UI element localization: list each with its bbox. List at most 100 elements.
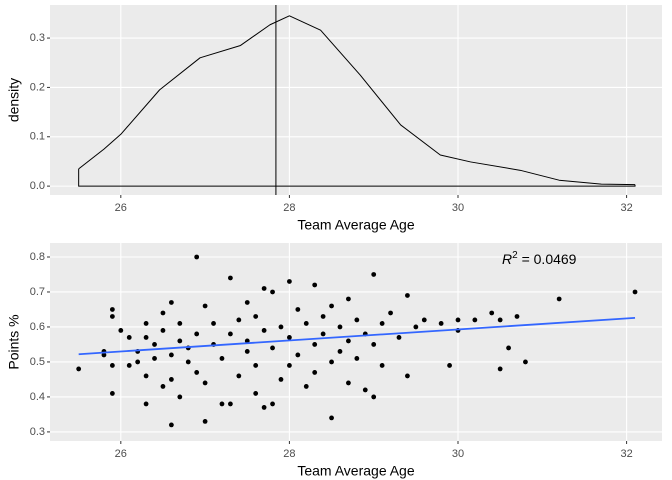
point (371, 342, 377, 347)
point (118, 328, 124, 333)
point (295, 352, 301, 358)
point (109, 314, 115, 319)
point (194, 254, 200, 260)
point (244, 300, 250, 305)
annotation-sup: 2 (512, 250, 518, 261)
point (160, 384, 166, 389)
point (329, 303, 334, 309)
point (329, 415, 334, 421)
point (514, 314, 520, 319)
point (270, 289, 275, 295)
point (160, 310, 166, 316)
point (126, 335, 132, 340)
x-tick-label: 26 (115, 448, 127, 460)
point (126, 363, 132, 368)
point (109, 307, 115, 312)
point (168, 422, 174, 428)
y-tick-label: 0.3 (30, 426, 45, 438)
point (413, 324, 419, 330)
point (295, 307, 301, 312)
y-tick-label: 0.6 (30, 321, 45, 333)
point (143, 335, 149, 340)
y-tick-label: 0.4 (30, 391, 45, 403)
point (109, 391, 115, 396)
point (202, 419, 208, 424)
y-axis-title: Points % (6, 314, 22, 369)
point (455, 317, 461, 323)
x-tick-label: 32 (620, 448, 632, 460)
point (261, 286, 267, 291)
point (287, 363, 292, 368)
point (253, 314, 259, 319)
x-tick-label: 28 (283, 448, 295, 460)
density-baseline (78, 168, 636, 187)
point (177, 321, 183, 326)
point (421, 317, 427, 323)
point (202, 303, 208, 309)
point (168, 300, 174, 305)
annotation-r: R (502, 251, 512, 267)
point (320, 314, 326, 319)
point (261, 405, 267, 410)
point (312, 370, 318, 375)
y-tick-label: 0.7 (30, 286, 45, 298)
point (211, 321, 216, 326)
point (396, 335, 402, 340)
point (371, 272, 377, 277)
point (329, 359, 334, 365)
point (101, 352, 107, 358)
point (497, 366, 503, 372)
point (379, 363, 385, 368)
y-axis-title: density (6, 78, 22, 122)
point (177, 394, 183, 400)
point (405, 373, 410, 379)
point (497, 317, 503, 323)
x-axis-title: Team Average Age (297, 217, 414, 233)
x-axis-title: Team Average Age (297, 463, 414, 479)
point (354, 356, 360, 361)
point (227, 275, 233, 281)
point (270, 401, 275, 407)
point (371, 394, 377, 400)
point (244, 338, 250, 344)
y-tick-label: 0.8 (30, 251, 45, 263)
point (109, 363, 115, 368)
point (320, 331, 326, 337)
panel-background (50, 5, 662, 195)
point (168, 352, 174, 358)
point (194, 370, 200, 375)
point (303, 384, 309, 389)
point (270, 345, 275, 351)
point (278, 324, 284, 330)
point (447, 363, 452, 368)
point (194, 331, 200, 337)
point (202, 380, 208, 386)
point (143, 373, 149, 379)
point (177, 338, 183, 344)
point (303, 321, 309, 326)
point (379, 321, 385, 326)
point (523, 359, 528, 365)
point (76, 366, 82, 372)
y-tick-label: 0.2 (30, 81, 45, 93)
point (143, 401, 149, 407)
point (227, 331, 233, 337)
point (506, 345, 511, 351)
point (244, 349, 250, 354)
y-tick-label: 0.0 (30, 180, 45, 192)
point (287, 335, 292, 340)
point (346, 338, 351, 344)
annotation: R2 = 0.0469 (502, 250, 577, 267)
point (337, 324, 343, 330)
point (362, 387, 368, 393)
point (160, 328, 166, 333)
point (253, 363, 259, 368)
point (556, 296, 562, 302)
point (405, 293, 410, 298)
point (219, 356, 225, 361)
point (227, 401, 233, 407)
x-tick-label: 30 (452, 202, 464, 214)
point (346, 380, 351, 386)
density-curve (78, 15, 636, 186)
point (152, 342, 157, 347)
